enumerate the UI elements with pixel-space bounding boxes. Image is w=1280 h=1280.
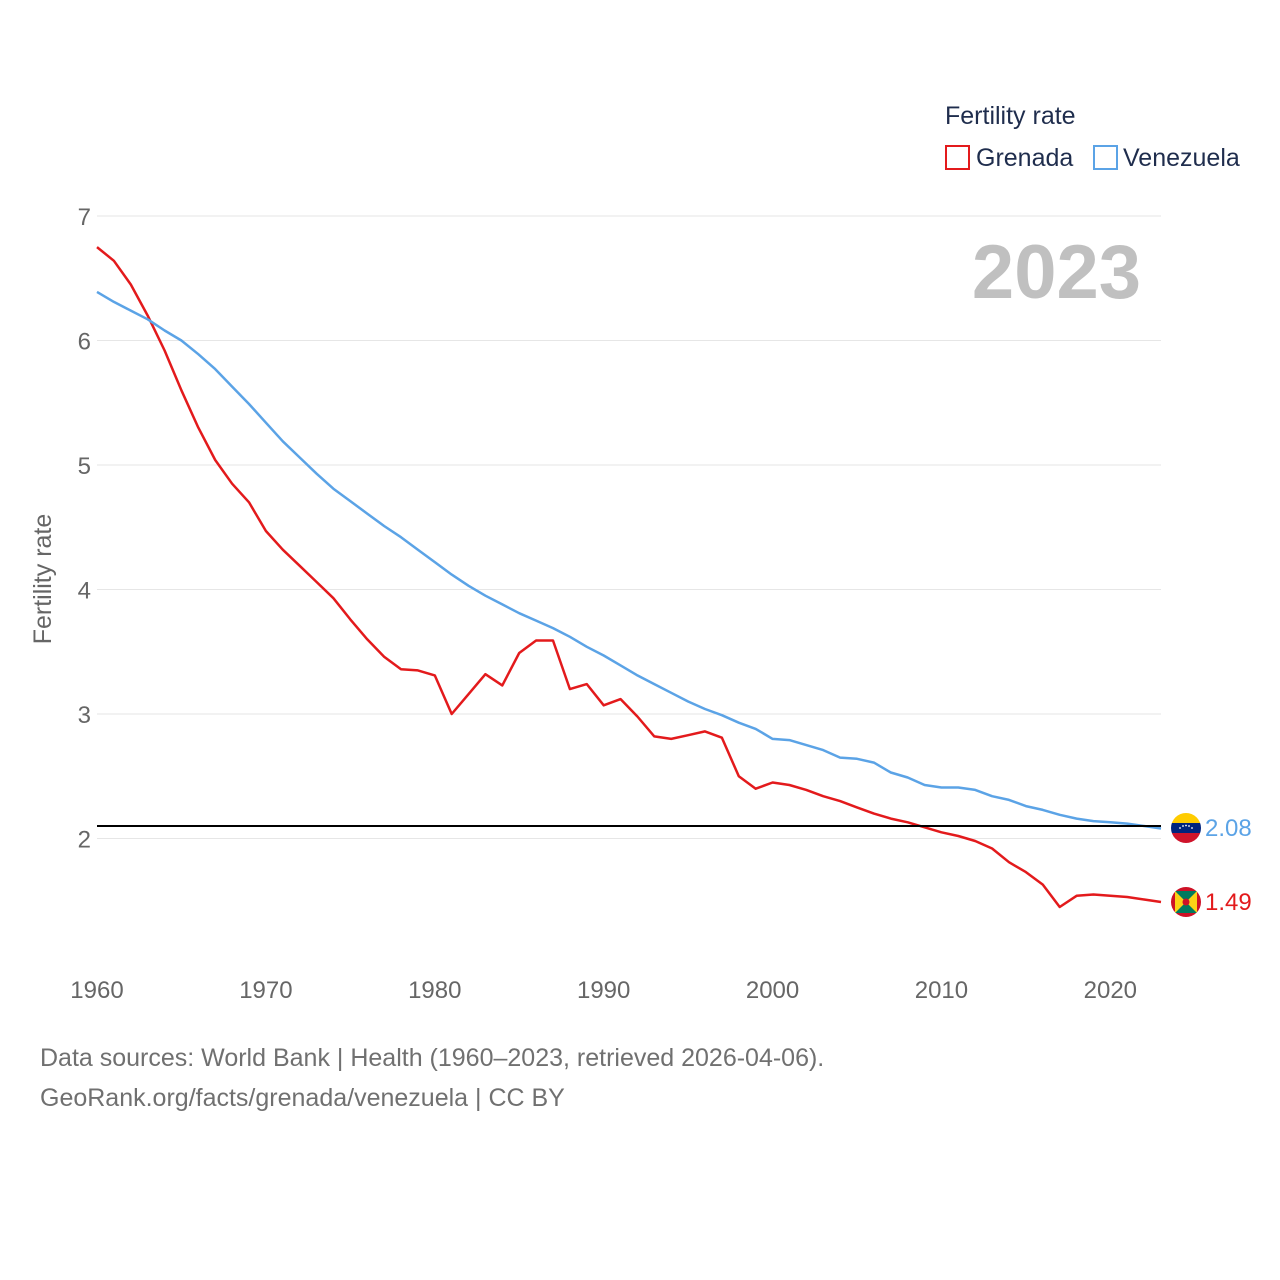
- series-lines: [96, 246, 1162, 909]
- y-axis-ticks: 2 3 4 5 6 7: [78, 204, 91, 854]
- venezuela-flag-icon: [1171, 813, 1201, 843]
- x-tick-label: 2020: [1084, 977, 1137, 1004]
- grenada-end-value: 1.49: [1205, 889, 1252, 916]
- x-tick-label: 1990: [577, 977, 630, 1004]
- line-chart: 2 3 4 5 6 7 1960 1970 1980 1990 2000 2010 2020 Fert…: [29, 102, 1252, 1004]
- gridlines: [97, 215, 1161, 839]
- x-tick-label: 2010: [915, 977, 968, 1004]
- y-tick-label: 7: [78, 204, 91, 231]
- series-line-grenada: [96, 246, 1162, 909]
- legend-title: Fertility rate: [945, 102, 1076, 130]
- y-tick-label: 4: [78, 578, 91, 605]
- x-axis-ticks: 1960 1970 1980 1990 2000 2010 2020: [70, 977, 1137, 1004]
- series-line-venezuela: [96, 290, 1162, 830]
- grenada-flag-icon: [1171, 887, 1201, 917]
- venezuela-end-value: 2.08: [1205, 815, 1252, 842]
- y-tick-label: 5: [78, 453, 91, 480]
- y-axis-label: Fertility rate: [29, 514, 57, 645]
- footer-link: GeoRank.org/facts/grenada/venezuela | CC…: [40, 1084, 565, 1112]
- year-label: 2023: [972, 230, 1141, 315]
- legend-label-grenada: Grenada: [976, 144, 1073, 172]
- legend-swatch-venezuela: [1093, 145, 1118, 170]
- y-tick-label: 6: [78, 329, 91, 356]
- x-tick-label: 2000: [746, 977, 799, 1004]
- y-tick-label: 3: [78, 702, 91, 729]
- x-tick-label: 1970: [239, 977, 292, 1004]
- legend-label-venezuela: Venezuela: [1123, 144, 1240, 172]
- y-tick-label: 2: [78, 827, 91, 854]
- x-tick-label: 1960: [70, 977, 123, 1004]
- legend-swatch-grenada: [945, 145, 970, 170]
- x-tick-label: 1980: [408, 977, 461, 1004]
- footer-sources: Data sources: World Bank | Health (1960–…: [40, 1044, 825, 1072]
